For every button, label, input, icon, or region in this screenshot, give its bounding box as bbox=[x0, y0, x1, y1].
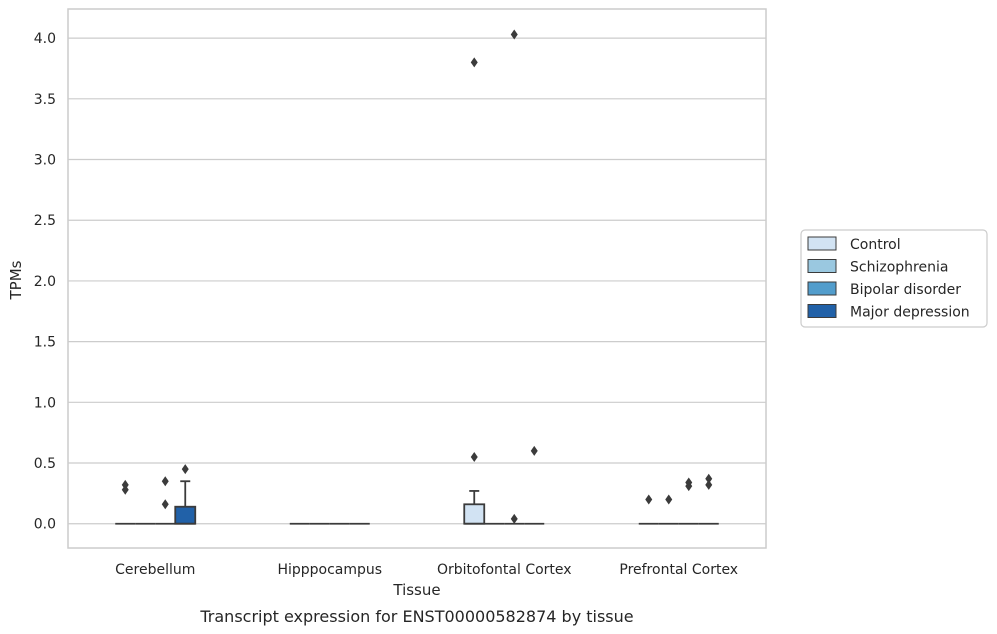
outlier-point bbox=[645, 494, 653, 505]
box-control bbox=[463, 57, 486, 525]
box-plots bbox=[115, 29, 719, 525]
box-bipolar-disorder bbox=[678, 477, 699, 525]
box-major-depression bbox=[524, 445, 545, 525]
y-tick-label: 1.0 bbox=[34, 395, 56, 411]
box-major-depression bbox=[174, 464, 197, 525]
outlier-point bbox=[705, 479, 713, 490]
legend-label: Control bbox=[850, 237, 901, 253]
box-bipolar-disorder bbox=[155, 476, 176, 525]
outlier-point bbox=[161, 499, 169, 510]
outlier-point bbox=[121, 484, 129, 495]
outlier-point bbox=[510, 29, 518, 40]
x-axis-ticks: Cerebellum Hipppocampus Orbitofontal Corte… bbox=[115, 562, 738, 578]
legend-swatch bbox=[807, 236, 837, 251]
outlier-point bbox=[665, 494, 673, 505]
box-schizophrenia bbox=[658, 494, 679, 525]
legend: Control Schizophrenia Bipolar disorder Majo… bbox=[800, 229, 988, 328]
y-tick-label: 4.0 bbox=[34, 31, 56, 47]
plot-frame bbox=[67, 8, 767, 549]
box-control bbox=[115, 479, 136, 525]
y-tick-label: 2.0 bbox=[34, 274, 56, 290]
outlier-point bbox=[530, 445, 538, 456]
x-tick-label: Orbitofontal Cortex bbox=[437, 562, 572, 578]
legend-label: Bipolar disorder bbox=[850, 282, 961, 298]
outlier-point bbox=[161, 476, 169, 487]
box-control bbox=[638, 494, 659, 525]
x-tick-label: Cerebellum bbox=[115, 562, 195, 578]
box-major-depression bbox=[698, 473, 719, 525]
y-tick-label: 0.5 bbox=[34, 456, 56, 472]
outlier-point bbox=[510, 513, 518, 524]
outlier-point bbox=[181, 464, 189, 475]
chart-caption: Transcript expression for ENST0000058287… bbox=[199, 607, 633, 626]
legend-swatch bbox=[807, 281, 837, 296]
box-bipolar-disorder bbox=[504, 29, 525, 525]
legend-frame bbox=[800, 229, 988, 328]
legend-label: Major depression bbox=[850, 305, 970, 321]
legend-swatch bbox=[807, 259, 837, 273]
outlier-point bbox=[470, 57, 478, 68]
y-tick-label: 2.5 bbox=[34, 213, 56, 229]
legend-swatch bbox=[807, 304, 837, 318]
outlier-point bbox=[705, 473, 713, 484]
y-axis-ticks: 0.0 0.5 1.0 1.5 2.0 2.5 3.0 3.5 4.0 bbox=[34, 31, 56, 533]
grid-lines bbox=[68, 37, 766, 525]
x-tick-label: Hipppocampus bbox=[277, 562, 382, 578]
legend-label: Schizophrenia bbox=[850, 260, 948, 276]
y-axis-label: TPMs bbox=[7, 260, 25, 300]
y-tick-label: 3.0 bbox=[34, 153, 56, 169]
outlier-point bbox=[470, 451, 478, 462]
box bbox=[174, 505, 197, 525]
box bbox=[463, 503, 486, 525]
y-tick-label: 1.5 bbox=[34, 335, 56, 351]
outlier-point bbox=[685, 481, 693, 492]
x-tick-label: Prefrontal Cortex bbox=[619, 562, 738, 578]
y-tick-label: 3.5 bbox=[34, 92, 56, 108]
y-tick-label: 0.0 bbox=[34, 517, 56, 533]
x-axis-label: Tissue bbox=[392, 581, 440, 599]
